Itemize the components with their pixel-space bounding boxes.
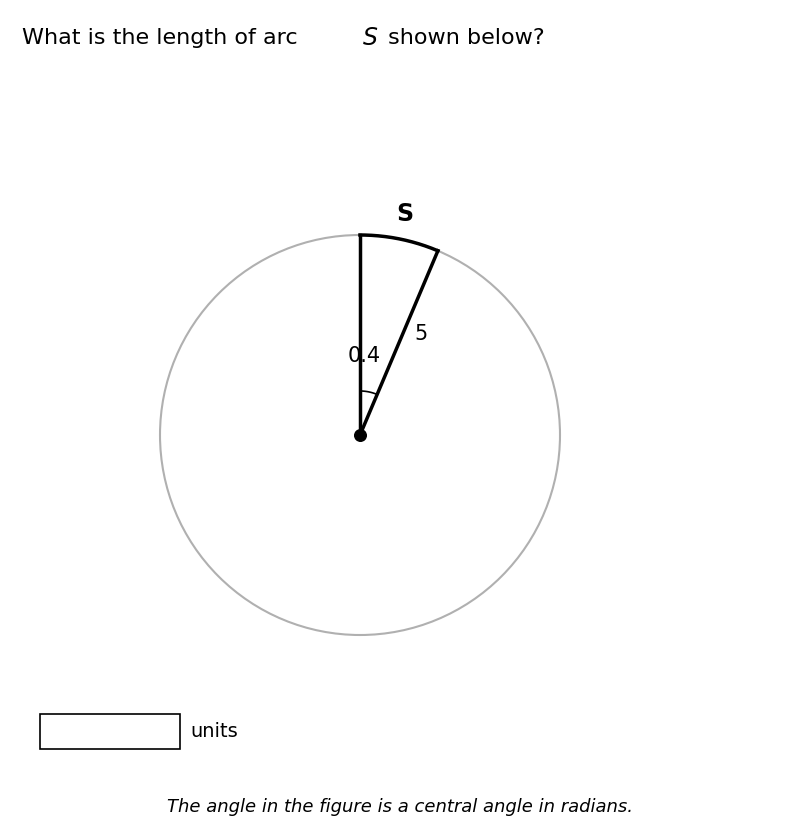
- Point: [354, 428, 366, 442]
- Text: What is the length of arc: What is the length of arc: [22, 28, 305, 48]
- Text: $\mathit{S}$: $\mathit{S}$: [362, 26, 378, 50]
- Text: units: units: [190, 722, 238, 741]
- Text: The angle in the figure is a central angle in radians.: The angle in the figure is a central ang…: [167, 798, 633, 816]
- Text: 0.4: 0.4: [348, 346, 381, 366]
- Text: shown below?: shown below?: [381, 28, 545, 48]
- Text: S: S: [396, 201, 414, 225]
- Bar: [40, 714, 180, 749]
- Text: 5: 5: [414, 325, 428, 345]
